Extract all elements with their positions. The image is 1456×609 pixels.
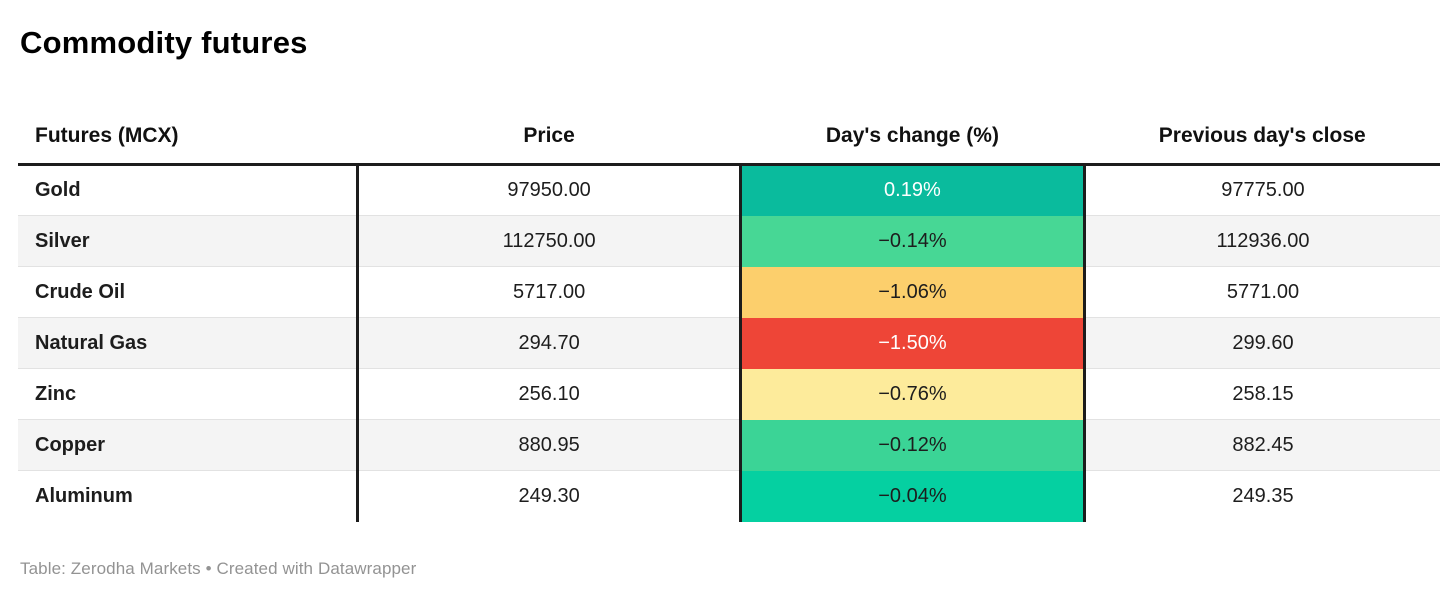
commodity-name: Silver bbox=[18, 215, 360, 267]
table-row-aluminum: Aluminum 249.30 −0.04% 249.35 bbox=[18, 470, 1440, 522]
datawrapper-table-page: Commodity futures Futures (MCX) Price Da… bbox=[0, 23, 1456, 579]
table-row-silver: Silver 112750.00 −0.14% 112936.00 bbox=[18, 215, 1440, 267]
change-cell: −0.12% bbox=[738, 419, 1086, 471]
price-cell: 880.95 bbox=[357, 419, 741, 471]
prev-close-cell: 5771.00 bbox=[1084, 266, 1440, 318]
table-row-natural-gas: Natural Gas 294.70 −1.50% 299.60 bbox=[18, 317, 1440, 369]
prev-close-cell: 97775.00 bbox=[1221, 179, 1305, 201]
table-body: Gold 97950.00 0.19% 97775.00 Silver 1127… bbox=[18, 164, 1440, 522]
change-cell: −0.14% bbox=[738, 215, 1086, 267]
change-cell: −1.06% bbox=[738, 266, 1086, 318]
change-cell: −0.76% bbox=[738, 368, 1086, 420]
commodity-name: Crude Oil bbox=[18, 266, 360, 318]
commodity-name: Aluminum bbox=[18, 470, 360, 522]
table-header: Futures (MCX) Price Day's change (%) Pre… bbox=[18, 124, 1440, 166]
price-cell: 97950.00 bbox=[507, 179, 591, 201]
commodity-name: Natural Gas bbox=[18, 317, 360, 369]
column-header-price: Price bbox=[357, 124, 741, 166]
change-cell: −1.50% bbox=[738, 317, 1086, 369]
commodity-futures-table: Futures (MCX) Price Day's change (%) Pre… bbox=[18, 124, 1440, 522]
price-cell: 112750.00 bbox=[357, 215, 741, 267]
table-row-gold: Gold 97950.00 0.19% 97775.00 bbox=[18, 164, 1440, 216]
attribution-footer: Table: Zerodha Markets • Created with Da… bbox=[20, 558, 417, 578]
prev-close-cell: 249.35 bbox=[1084, 470, 1440, 522]
prev-close-cell: 112936.00 bbox=[1084, 215, 1440, 267]
column-header-futures: Futures (MCX) bbox=[18, 124, 358, 166]
price-cell: 5717.00 bbox=[357, 266, 741, 318]
prev-close-cell: 299.60 bbox=[1084, 317, 1440, 369]
table-row-crude-oil: Crude Oil 5717.00 −1.06% 5771.00 bbox=[18, 266, 1440, 318]
prev-close-cell: 258.15 bbox=[1084, 368, 1440, 420]
column-header-prev-close: Previous day's close bbox=[1084, 124, 1440, 166]
prev-close-cell: 882.45 bbox=[1084, 419, 1440, 471]
commodity-name: Zinc bbox=[18, 368, 360, 420]
commodity-name: Copper bbox=[18, 419, 360, 471]
table-row-copper: Copper 880.95 −0.12% 882.45 bbox=[18, 419, 1440, 471]
price-cell: 256.10 bbox=[357, 368, 741, 420]
commodity-name: Gold bbox=[18, 164, 360, 216]
page-title: Commodity futures bbox=[20, 25, 308, 60]
change-cell: −0.04% bbox=[738, 470, 1086, 522]
change-cell: 0.19% bbox=[738, 164, 1086, 216]
column-header-days-change: Day's change (%) bbox=[740, 124, 1085, 166]
table-row-zinc: Zinc 256.10 −0.76% 258.15 bbox=[18, 368, 1440, 420]
price-cell: 249.30 bbox=[357, 470, 741, 522]
price-cell: 294.70 bbox=[357, 317, 741, 369]
header-row: Futures (MCX) Price Day's change (%) Pre… bbox=[18, 124, 1440, 166]
